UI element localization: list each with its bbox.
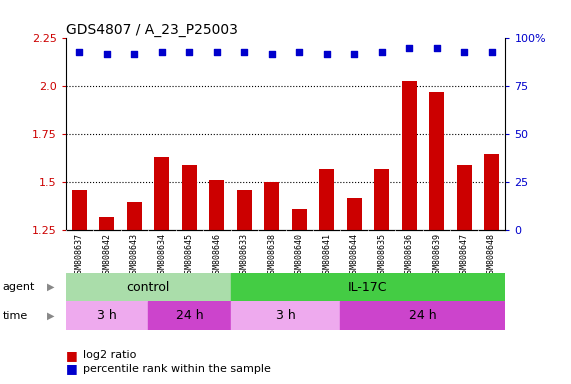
Point bbox=[267, 51, 276, 57]
Text: 24 h: 24 h bbox=[409, 310, 437, 322]
Bar bbox=[429, 92, 444, 230]
Text: control: control bbox=[126, 281, 170, 293]
Bar bbox=[237, 190, 252, 230]
Text: 24 h: 24 h bbox=[175, 310, 203, 322]
Text: ▶: ▶ bbox=[47, 282, 54, 292]
Text: GDS4807 / A_23_P25003: GDS4807 / A_23_P25003 bbox=[66, 23, 238, 37]
Bar bbox=[127, 202, 142, 230]
Bar bbox=[457, 165, 472, 230]
Bar bbox=[154, 157, 170, 230]
Bar bbox=[374, 169, 389, 230]
Bar bbox=[401, 81, 417, 230]
Bar bbox=[182, 165, 197, 230]
Text: ■: ■ bbox=[66, 362, 78, 375]
Bar bbox=[347, 198, 362, 230]
Text: log2 ratio: log2 ratio bbox=[83, 350, 136, 360]
Bar bbox=[340, 301, 505, 330]
Bar bbox=[148, 301, 231, 330]
Bar bbox=[264, 182, 279, 230]
Point bbox=[432, 45, 441, 51]
Text: time: time bbox=[3, 311, 28, 321]
Point bbox=[102, 51, 111, 57]
Point bbox=[75, 49, 84, 55]
Point bbox=[405, 45, 414, 51]
Bar bbox=[66, 273, 231, 301]
Point bbox=[212, 49, 222, 55]
Point bbox=[185, 49, 194, 55]
Text: IL-17C: IL-17C bbox=[348, 281, 388, 293]
Point bbox=[157, 49, 166, 55]
Text: percentile rank within the sample: percentile rank within the sample bbox=[83, 364, 271, 374]
Bar bbox=[292, 209, 307, 230]
Point bbox=[487, 49, 496, 55]
Bar bbox=[231, 301, 340, 330]
Text: ■: ■ bbox=[66, 349, 78, 362]
Bar bbox=[99, 217, 114, 230]
Bar bbox=[231, 273, 505, 301]
Point bbox=[322, 51, 331, 57]
Point bbox=[460, 49, 469, 55]
Bar bbox=[319, 169, 334, 230]
Bar bbox=[72, 190, 87, 230]
Point bbox=[349, 51, 359, 57]
Text: 3 h: 3 h bbox=[276, 310, 295, 322]
Point bbox=[130, 51, 139, 57]
Point bbox=[240, 49, 249, 55]
Text: 3 h: 3 h bbox=[97, 310, 116, 322]
Bar bbox=[484, 154, 499, 230]
Text: agent: agent bbox=[3, 282, 35, 292]
Point bbox=[377, 49, 386, 55]
Point bbox=[295, 49, 304, 55]
Bar bbox=[209, 180, 224, 230]
Text: ▶: ▶ bbox=[47, 311, 54, 321]
Bar bbox=[66, 301, 148, 330]
